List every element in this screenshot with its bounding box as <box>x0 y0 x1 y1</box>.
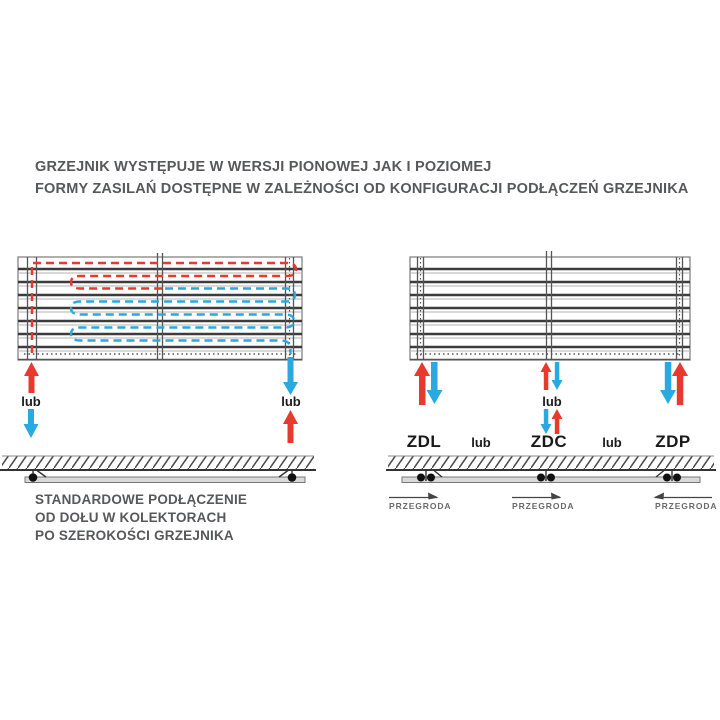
zdp-connection <box>660 362 688 405</box>
hatch-strip <box>2 456 314 470</box>
left-radiator-connections <box>23 357 298 443</box>
or-label-2: lub <box>602 435 622 450</box>
hot-flow-path <box>30 261 298 353</box>
title-line-2: FORMY ZASILAŃ DOSTĘPNE W ZALEŻNOŚCI OD K… <box>35 181 689 197</box>
return-down-arrow-icon <box>540 409 552 434</box>
left-diagram-caption: STANDARDOWE PODŁĄCZENIE OD DOŁU W KOLEKT… <box>35 491 247 545</box>
page-title: GRZEJNIK WYSTĘPUJE W WERSJI PIONOWEJ JAK… <box>35 156 689 200</box>
left-floor <box>0 455 316 483</box>
return-down-arrow-icon <box>426 362 443 404</box>
zdc-connection <box>540 362 563 434</box>
or-label-right: lub <box>281 394 301 409</box>
caption-line-3: PO SZEROKOŚCI GRZEJNIKA <box>35 528 234 543</box>
mounting-rail <box>24 476 306 483</box>
partition-label-2: PRZEGRODA <box>512 501 575 511</box>
supply-up-arrow-icon <box>283 410 298 443</box>
zdp-label: ZDP <box>655 432 691 451</box>
left-rollers <box>28 473 297 482</box>
or-label-1: lub <box>471 435 491 450</box>
partition-label-1: PRZEGRODA <box>389 501 452 511</box>
right-floor <box>386 455 716 500</box>
zdl-connection <box>414 362 443 405</box>
cold-flow-path <box>69 287 297 354</box>
return-down-arrow-icon <box>660 362 676 404</box>
supply-up-arrow-icon <box>551 409 563 434</box>
caption-line-1: STANDARDOWE PODŁĄCZENIE <box>35 492 248 507</box>
caption-line-2: OD DOŁU W KOLEKTORACH <box>35 510 227 525</box>
partition-label-3: PRZEGRODA <box>655 501 718 511</box>
or-label-left: lub <box>21 394 41 409</box>
zdl-label: ZDL <box>406 432 442 451</box>
right-rollers <box>417 473 681 482</box>
hatch-strip <box>388 456 714 470</box>
supply-up-arrow-icon <box>672 362 688 405</box>
zdc-label: ZDC <box>530 432 568 451</box>
return-down-arrow-icon <box>551 362 563 390</box>
supply-up-arrow-icon <box>414 362 430 405</box>
or-label-center: lub <box>542 394 562 409</box>
return-down-arrow-icon <box>23 409 39 438</box>
right-radiator <box>409 251 691 361</box>
return-down-arrow-icon <box>283 357 298 395</box>
supply-up-arrow-icon <box>540 362 552 390</box>
partition-leader-arrowheads <box>428 492 664 500</box>
supply-up-arrow-icon <box>24 362 39 393</box>
left-radiator <box>17 253 303 361</box>
title-line-1: GRZEJNIK WYSTĘPUJE W WERSJI PIONOWEJ JAK… <box>35 159 492 175</box>
